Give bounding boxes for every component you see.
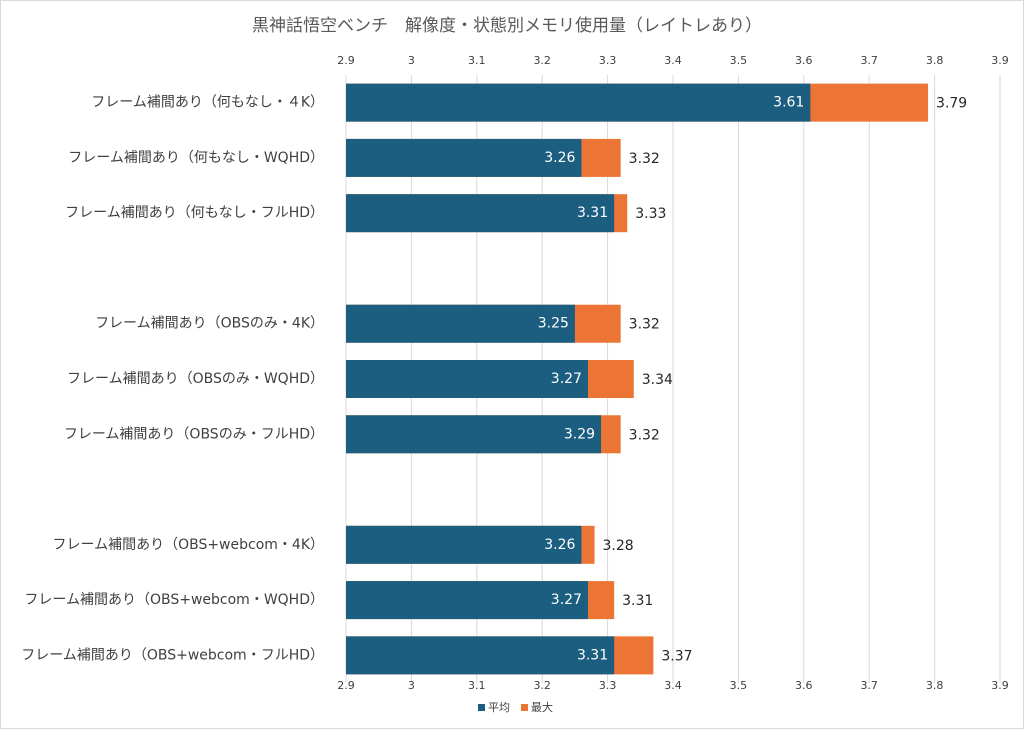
bar: [346, 83, 811, 122]
y-tick-label: フレーム補間あり（何もなし・４K）: [91, 95, 324, 111]
x-tick-label: 3.6: [795, 679, 813, 692]
x-tick-label: 3.3: [599, 54, 617, 67]
legend-label: 最大: [531, 700, 553, 714]
bar: [346, 194, 615, 233]
data-label: 3.32: [629, 427, 660, 443]
data-label: 3.31: [577, 205, 608, 221]
data-label: 3.29: [564, 426, 595, 442]
legend-swatch: [478, 704, 485, 711]
data-label: 3.26: [544, 150, 575, 166]
y-tick-label: フレーム補間あり（OBSのみ・WQHD）: [67, 371, 324, 387]
legend-swatch: [521, 704, 528, 711]
x-tick-label: 3: [408, 54, 415, 67]
bar: [346, 525, 582, 564]
bar: [346, 138, 582, 177]
data-label: 3.25: [538, 316, 569, 332]
x-tick-label: 3.6: [795, 54, 813, 67]
x-tick-label: 3.1: [468, 54, 486, 67]
x-tick-label: 3.8: [926, 54, 944, 67]
bar: [346, 581, 588, 620]
x-tick-label: 3.5: [730, 54, 748, 67]
bar: [346, 360, 588, 398]
x-tick-label: 2.9: [337, 54, 355, 67]
x-tick-label: 3.1: [468, 679, 486, 692]
y-tick-label: フレーム補間あり（OBSのみ・4K）: [95, 316, 324, 332]
data-label: 3.32: [629, 151, 660, 167]
chart-title: 黒神話悟空ベンチ 解像度・状態別メモリ使用量（レイトレあり）: [252, 15, 762, 36]
data-label: 3.27: [551, 592, 582, 608]
x-tick-label: 3.2: [533, 679, 551, 692]
x-tick-label: 3.8: [926, 679, 944, 692]
legend-label: 平均: [488, 701, 510, 714]
data-label: 3.61: [773, 95, 804, 111]
y-tick-label: フレーム補間あり（OBSのみ・フルHD）: [64, 426, 324, 442]
data-label: 3.31: [622, 593, 653, 609]
bar: [346, 415, 602, 454]
data-label: 3.31: [577, 647, 608, 663]
bar: [346, 304, 575, 343]
data-label: 3.27: [551, 371, 582, 387]
y-tick-label: フレーム補間あり（何もなし・フルHD）: [65, 205, 324, 221]
x-tick-label: 3: [408, 679, 415, 692]
data-label: 3.26: [544, 537, 575, 553]
x-tick-label: 3.9: [991, 679, 1009, 692]
y-tick-label: フレーム補間あり（OBS+webcom・4K）: [52, 537, 324, 553]
x-tick-label: 3.4: [664, 679, 682, 692]
bar: [346, 636, 615, 675]
y-tick-label: フレーム補間あり（OBS+webcom・WQHD）: [24, 592, 324, 608]
x-tick-label: 3.9: [991, 54, 1009, 67]
x-tick-label: 3.7: [860, 54, 878, 67]
data-label: 3.33: [635, 206, 666, 222]
x-tick-label: 3.7: [860, 679, 878, 692]
x-tick-label: 3.4: [664, 54, 682, 67]
data-label: 3.34: [642, 372, 673, 388]
x-tick-label: 3.2: [533, 54, 551, 67]
y-tick-label: フレーム補間あり（何もなし・WQHD）: [68, 150, 324, 166]
x-tick-label: 3.5: [730, 679, 748, 692]
data-label: 3.79: [936, 96, 967, 112]
data-label: 3.32: [629, 317, 660, 333]
data-label: 3.37: [661, 648, 692, 664]
y-tick-label: フレーム補間あり（OBS+webcom・フルHD）: [21, 647, 324, 663]
x-tick-label: 2.9: [337, 679, 355, 692]
x-tick-label: 3.3: [599, 679, 617, 692]
data-label: 3.28: [603, 538, 634, 554]
